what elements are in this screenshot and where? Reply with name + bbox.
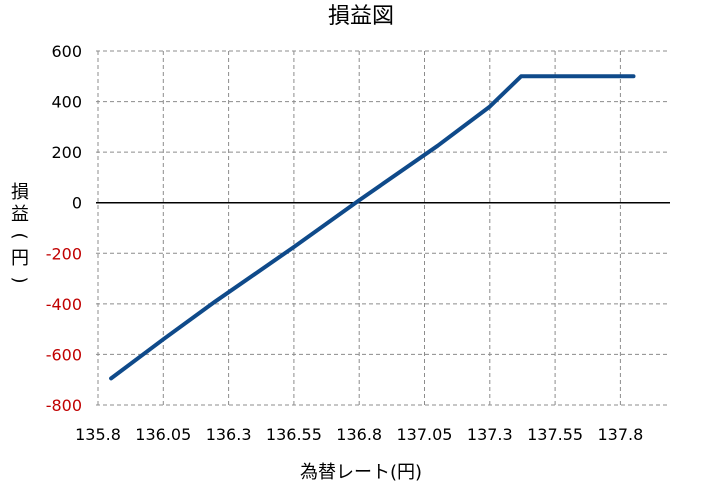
- y-tick-label: 400: [51, 93, 82, 112]
- x-axis-label: 為替レート(円): [300, 462, 422, 483]
- y-tick-label: 200: [51, 143, 82, 162]
- x-tick-label: 136.3: [206, 425, 252, 444]
- y-axis-label-char: ): [9, 276, 30, 283]
- x-tick-label: 137.05: [397, 425, 453, 444]
- y-tick-label: 600: [51, 42, 82, 61]
- x-tick-label: 136.55: [266, 425, 322, 444]
- y-axis-label-char: 損: [11, 182, 29, 203]
- chart-title: 損益図: [328, 4, 394, 29]
- y-tick-label: -400: [46, 295, 82, 314]
- x-tick-label: 137.8: [597, 425, 643, 444]
- x-tick-label: 135.8: [75, 425, 121, 444]
- x-tick-label: 137.55: [527, 425, 583, 444]
- x-tick-label: 136.05: [135, 425, 191, 444]
- y-tick-label: -600: [46, 345, 82, 364]
- x-tick-label: 136.8: [336, 425, 382, 444]
- y-axis-label-char: 益: [11, 204, 29, 225]
- y-tick-label: -200: [46, 244, 82, 263]
- series-line: [109, 74, 636, 381]
- y-tick-label: -800: [46, 396, 82, 415]
- x-tick-label: 137.3: [467, 425, 513, 444]
- y-axis-label-char: 円: [11, 248, 29, 269]
- y-axis-label-char: (: [9, 232, 30, 239]
- y-tick-label: 0: [72, 194, 82, 213]
